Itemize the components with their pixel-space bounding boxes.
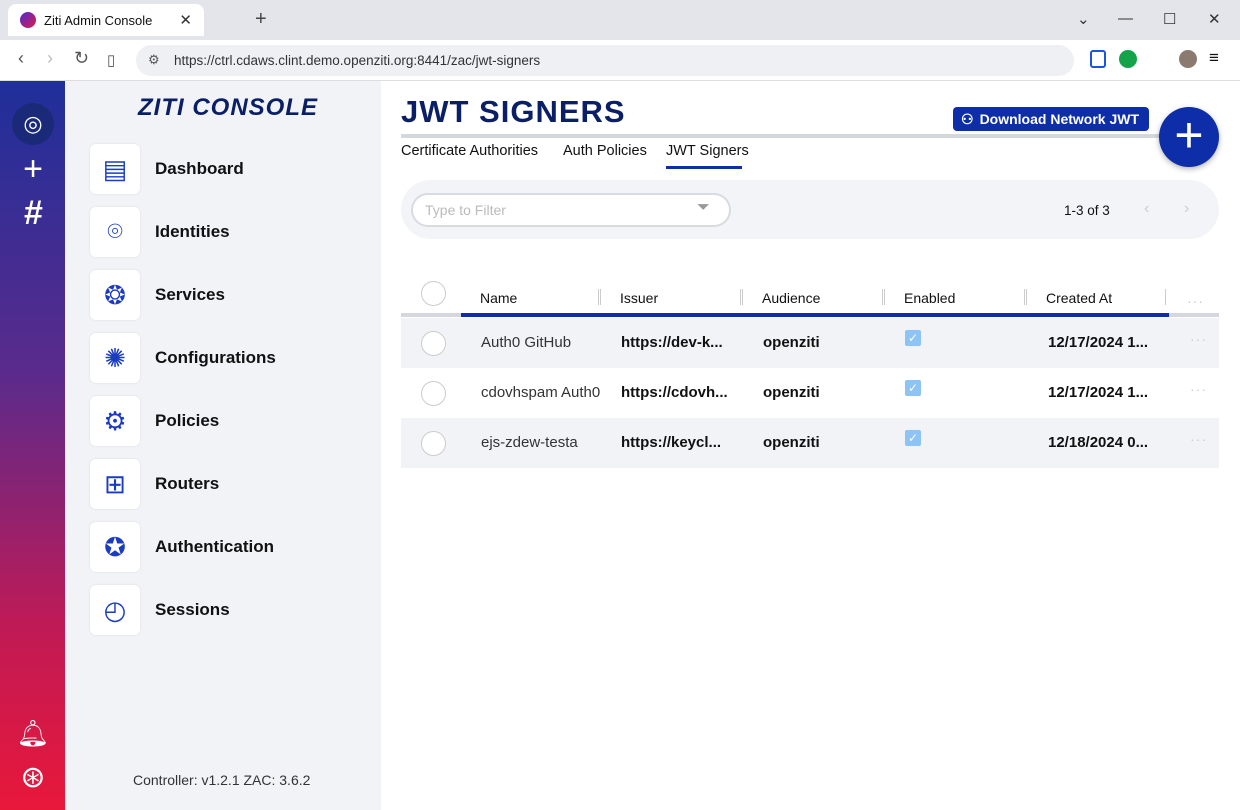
column-resize-handle[interactable] xyxy=(882,289,885,305)
row-select-checkbox[interactable] xyxy=(421,381,446,406)
cell-issuer: https://cdovh... xyxy=(621,384,728,401)
cell-created-at: 12/18/2024 0... xyxy=(1048,434,1149,451)
table-row[interactable] xyxy=(401,318,1219,368)
configurations-icon: ✺ xyxy=(90,333,140,383)
enabled-checkbox[interactable]: ✓ xyxy=(905,430,921,446)
next-page-icon[interactable]: › xyxy=(1184,200,1190,217)
enabled-checkbox[interactable]: ✓ xyxy=(905,380,921,396)
sidebar-item-sessions[interactable]: ◴ Sessions xyxy=(90,585,350,635)
pagination-count: 1-3 of 3 xyxy=(1064,203,1110,218)
user-account-icon[interactable]: ⊛ xyxy=(20,761,46,794)
cell-audience: openziti xyxy=(763,384,820,401)
bell-icon[interactable]: 🔔︎ xyxy=(16,718,50,748)
browser-tab[interactable]: Ziti Admin Console ✕ xyxy=(8,4,204,36)
cell-audience: openziti xyxy=(763,434,820,451)
cell-issuer: https://dev-k... xyxy=(621,334,723,351)
bitwarden-extension-icon[interactable] xyxy=(1090,50,1106,68)
grammarly-extension-icon[interactable] xyxy=(1119,50,1137,68)
tab-certificate-authorities[interactable]: Certificate Authorities xyxy=(401,143,539,159)
site-settings-icon[interactable]: ⚙ xyxy=(148,52,160,67)
add-icon[interactable]: + xyxy=(23,150,43,188)
row-actions-menu-icon[interactable]: ··· xyxy=(1190,331,1207,347)
column-resize-handle[interactable] xyxy=(1024,289,1027,305)
url-text: https://ctrl.cdaws.clint.demo.openziti.o… xyxy=(174,53,541,68)
header-accent-underline xyxy=(461,313,1169,317)
dashboard-icon: ▤ xyxy=(90,144,140,194)
select-all-checkbox[interactable] xyxy=(421,281,446,306)
ziti-favicon-icon xyxy=(20,12,36,28)
hashtag-icon[interactable]: # xyxy=(23,194,43,232)
active-tab-indicator xyxy=(666,166,742,169)
left-rail xyxy=(0,81,65,810)
prev-page-icon[interactable]: ‹ xyxy=(1144,200,1150,217)
row-actions-menu-icon[interactable]: ··· xyxy=(1190,431,1207,447)
sidebar-item-dashboard[interactable]: ▤ Dashboard xyxy=(90,144,350,194)
sidebar-item-authentication[interactable]: ✪ Authentication xyxy=(90,522,350,572)
enabled-checkbox[interactable]: ✓ xyxy=(905,330,921,346)
back-icon[interactable]: ‹ xyxy=(18,48,24,68)
badge-star-icon: ✪ xyxy=(90,522,140,572)
column-header-audience[interactable]: Audience xyxy=(762,290,821,306)
sidebar-item-policies[interactable]: ⚙ Policies xyxy=(90,396,350,446)
close-tab-icon[interactable]: ✕ xyxy=(179,12,192,29)
cell-name[interactable]: cdovhspam Auth0 xyxy=(481,384,601,401)
table-row[interactable] xyxy=(401,418,1219,468)
table-row[interactable] xyxy=(401,368,1219,418)
cell-audience: openziti xyxy=(763,334,820,351)
tab-jwt-signers[interactable]: JWT Signers xyxy=(666,143,749,159)
column-header-name[interactable]: Name xyxy=(480,290,518,306)
header-divider xyxy=(401,134,1161,138)
column-header-enabled[interactable]: Enabled xyxy=(904,290,956,306)
new-tab-icon[interactable]: + xyxy=(255,8,267,30)
tab-search-icon[interactable]: ⌄ xyxy=(1077,11,1090,28)
policies-gears-icon: ⚙ xyxy=(90,396,140,446)
filter-input[interactable]: Type to Filter xyxy=(411,193,731,227)
cell-issuer: https://keycl... xyxy=(621,434,722,451)
column-header-issuer[interactable]: Issuer xyxy=(620,290,659,306)
address-bar[interactable]: https://ctrl.cdaws.clint.demo.openziti.o… xyxy=(136,45,1074,76)
filter-funnel-icon[interactable]: ⏷ xyxy=(697,199,710,216)
version-info: Controller: v1.2.1 ZAC: 3.6.2 xyxy=(133,772,311,788)
sidebar-item-routers[interactable]: ⊞ Routers xyxy=(90,459,350,509)
column-header-created-at[interactable]: Created At xyxy=(1046,290,1113,306)
row-select-checkbox[interactable] xyxy=(421,431,446,456)
browser-tab-bar xyxy=(0,0,1240,40)
row-select-checkbox[interactable] xyxy=(421,331,446,356)
bookmark-icon[interactable]: ▯ xyxy=(107,52,116,69)
profile-avatar[interactable] xyxy=(1179,50,1197,68)
page-title: JWT SIGNERS xyxy=(401,94,626,129)
reload-icon[interactable]: ↻ xyxy=(74,48,90,68)
row-actions-menu-icon[interactable]: ··· xyxy=(1190,381,1207,397)
sidebar-item-services[interactable]: ❂ Services xyxy=(90,270,350,320)
column-resize-handle[interactable] xyxy=(598,289,601,305)
router-icon: ⊞ xyxy=(90,459,140,509)
tab-auth-policies[interactable]: Auth Policies xyxy=(563,143,647,159)
header-menu-icon[interactable]: ··· xyxy=(1187,293,1204,309)
cell-name[interactable]: Auth0 GitHub xyxy=(481,334,572,351)
close-window-icon[interactable]: ✕ xyxy=(1208,11,1221,28)
column-resize-handle[interactable] xyxy=(740,289,743,305)
brand-title: ZITI CONSOLE xyxy=(138,94,318,121)
ziti-logo-icon[interactable]: ◎ xyxy=(12,103,54,145)
sidebar-item-configurations[interactable]: ✺ Configurations xyxy=(90,333,350,383)
circuit-icon: ⚇ xyxy=(961,110,974,127)
sidebar-item-identities[interactable]: ⌾ Identities xyxy=(90,207,350,257)
clock-icon: ◴ xyxy=(90,585,140,635)
maximize-icon[interactable]: ☐ xyxy=(1163,11,1177,28)
download-network-jwt-button[interactable]: ⚇ Download Network JWT xyxy=(953,107,1149,131)
cell-created-at: 12/17/2024 1... xyxy=(1048,384,1149,401)
forward-icon[interactable]: › xyxy=(47,48,53,68)
add-button[interactable]: + xyxy=(1159,107,1219,167)
services-network-icon: ❂ xyxy=(90,270,140,320)
column-resize-handle[interactable] xyxy=(1165,289,1168,305)
cell-name[interactable]: ejs-zdew-testa xyxy=(481,434,578,451)
fingerprint-icon: ⌾ xyxy=(90,207,140,257)
menu-icon[interactable]: ≡ xyxy=(1209,48,1219,67)
tab-title: Ziti Admin Console xyxy=(44,12,153,28)
minimize-icon[interactable]: — xyxy=(1118,10,1133,27)
cell-created-at: 12/17/2024 1... xyxy=(1048,334,1149,351)
